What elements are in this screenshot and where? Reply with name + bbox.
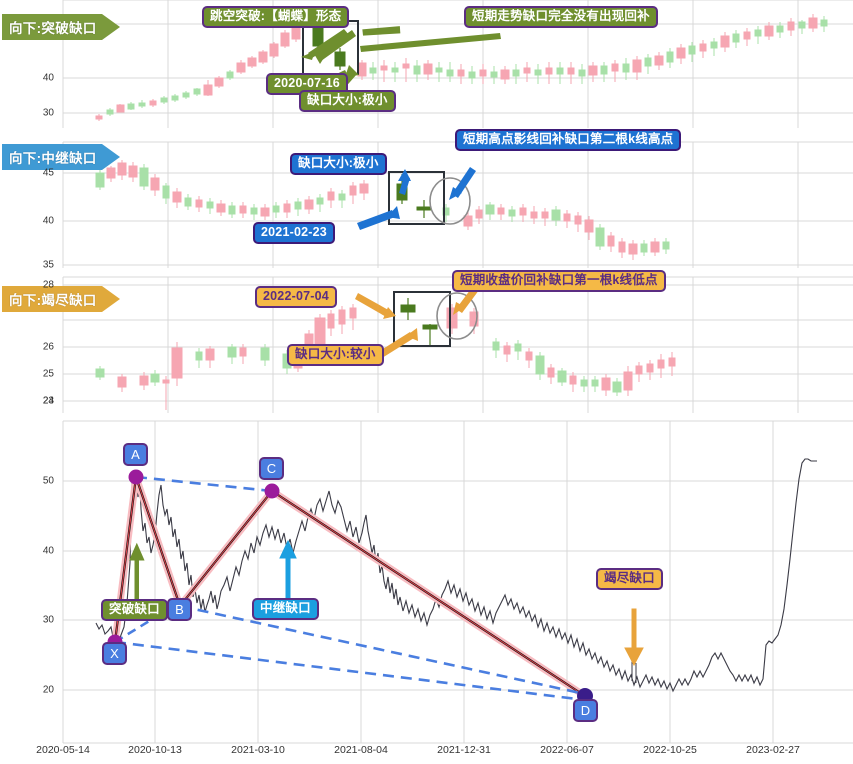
- vertex-C: [264, 483, 280, 499]
- pattern-vertex-markers: [107, 469, 593, 704]
- gap-fill-circle-2: [429, 177, 471, 225]
- gap-highlight-box-3: [393, 291, 451, 347]
- panel3-gap-date: 2022-07-04: [255, 286, 337, 308]
- xtick-4: 2021-12-31: [437, 744, 491, 756]
- panel-breakaway-gap: 向下:突破缺口 40 30 跳空突破:【蝴蝶】形态 短期走势缺口完全没有出现回补…: [0, 0, 853, 128]
- panel2-direction-tag: 向下:中继缺口: [2, 144, 120, 170]
- grid-lines: [62, 420, 853, 744]
- panel1-ytick-1: 30: [42, 107, 54, 119]
- panel4-ytick-3: 20: [42, 684, 54, 696]
- panel2-tag-label: 向下:中继缺口: [9, 151, 97, 166]
- harmonic-pink-shadow: [111, 473, 589, 700]
- vertex-A: [128, 469, 144, 485]
- panel3-gap-size: 缺口大小:较小: [287, 344, 384, 366]
- harmonic-red-lines: [114, 476, 586, 697]
- pattern-point-X-label: X: [110, 646, 119, 661]
- xtick-6: 2022-10-25: [643, 744, 697, 756]
- panel2-ytick-2: 35: [42, 259, 54, 271]
- panel3-ytick-2: 25: [42, 368, 54, 380]
- grid-lines: [62, 141, 853, 268]
- xtick-0: 2020-05-14: [36, 744, 90, 756]
- xtick-7: 2023-02-27: [746, 744, 800, 756]
- panel4-ytick-0: 50: [42, 475, 54, 487]
- grid-lines: [62, 276, 853, 413]
- annotation-arrows-panel2: [357, 167, 476, 230]
- panel2-canvas: [62, 141, 853, 268]
- panel3-tag-label: 向下:竭尽缺口: [9, 293, 97, 308]
- panel1-ytick-0: 40: [42, 72, 54, 84]
- pattern-point-C-label: C: [266, 461, 277, 476]
- pattern-point-A-label: A: [131, 447, 140, 462]
- xtick-1: 2020-10-13: [128, 744, 182, 756]
- breakaway-gap-arrow: [129, 542, 145, 606]
- panel-main-harmonic: 50 40 30 20 X A B C D 突破缺口 中继缺口 竭尽缺口: [0, 413, 853, 764]
- exhaustion-gap-arrow: [624, 608, 644, 667]
- panel4-canvas: [62, 420, 853, 744]
- pattern-point-A[interactable]: A: [123, 443, 148, 466]
- pattern-point-D-label: D: [580, 703, 591, 718]
- gap-highlight-box-2: [388, 171, 445, 225]
- panel4-ytick-1: 40: [42, 545, 54, 557]
- panel4-ytick-2: 30: [42, 614, 54, 626]
- panel3-direction-tag: 向下:竭尽缺口: [2, 286, 120, 312]
- pattern-point-C[interactable]: C: [259, 457, 284, 480]
- panel2-ytick-0: 45: [42, 167, 54, 179]
- continuation-gap-arrow: [279, 539, 297, 606]
- panel2-gap-size: 缺口大小:极小: [290, 153, 387, 175]
- panel3-fill-note: 短期收盘价回补缺口第一根k线低点: [452, 270, 666, 292]
- panel1-gap-size: 缺口大小:极小: [299, 90, 396, 112]
- panel3-ytick-0: 28: [42, 279, 54, 291]
- xtick-3: 2021-08-04: [334, 744, 388, 756]
- pattern-point-X[interactable]: X: [102, 642, 127, 665]
- pattern-point-D[interactable]: D: [573, 699, 598, 722]
- panel4-exhaustion-gap-label: 竭尽缺口: [596, 568, 663, 590]
- panel2-fill-note: 短期高点影线回补缺口第二根k线高点: [455, 129, 682, 151]
- candlesticks-panel2: [95, 160, 670, 260]
- harmonic-black-lines: [113, 475, 587, 698]
- candlesticks-panel1: [95, 14, 828, 121]
- panel-continuation-gap: 向下:中继缺口 45 40 35 短期高点影线回补缺口第二根k线高点 缺口大小:…: [0, 128, 853, 271]
- panel1-tag-label: 向下:突破缺口: [9, 21, 97, 36]
- pattern-point-B[interactable]: B: [167, 598, 192, 621]
- panel4-continuation-gap-label: 中继缺口: [252, 598, 319, 620]
- panel1-no-fill-note: 短期走势缺口完全没有出现回补: [464, 6, 658, 28]
- xtick-5: 2022-06-07: [540, 744, 594, 756]
- panel1-canvas: [62, 0, 853, 128]
- pattern-point-B-label: B: [175, 602, 184, 617]
- panel3-ytick-1: 26: [42, 341, 54, 353]
- projection-lines: [114, 475, 586, 702]
- exhaustion-spike: [631, 661, 637, 683]
- gap-fill-circle-3: [436, 292, 478, 340]
- arrow-green-3: [360, 33, 501, 52]
- panel-exhaustion-gap: 向下:竭尽缺口 28 26 25 24 23 短期收盘价回补缺口第一根k线低点 …: [0, 268, 853, 413]
- panel3-ytick-last: 23: [42, 395, 54, 407]
- xtick-2: 2021-03-10: [231, 744, 285, 756]
- panel4-breakaway-gap-label: 突破缺口: [101, 599, 168, 621]
- panel1-direction-tag: 向下:突破缺口: [2, 14, 120, 40]
- panel3-ytick-3: 24: [42, 395, 54, 407]
- panel2-gap-date: 2021-02-23: [253, 222, 335, 244]
- panel1-pattern-note: 跳空突破:【蝴蝶】形态: [202, 6, 350, 28]
- gap-candles-panel3: [400, 298, 438, 346]
- panel3-canvas: [62, 276, 853, 413]
- panel2-ytick-1: 40: [42, 215, 54, 227]
- grid-lines: [62, 0, 853, 128]
- arrow-green-1: [313, 30, 356, 64]
